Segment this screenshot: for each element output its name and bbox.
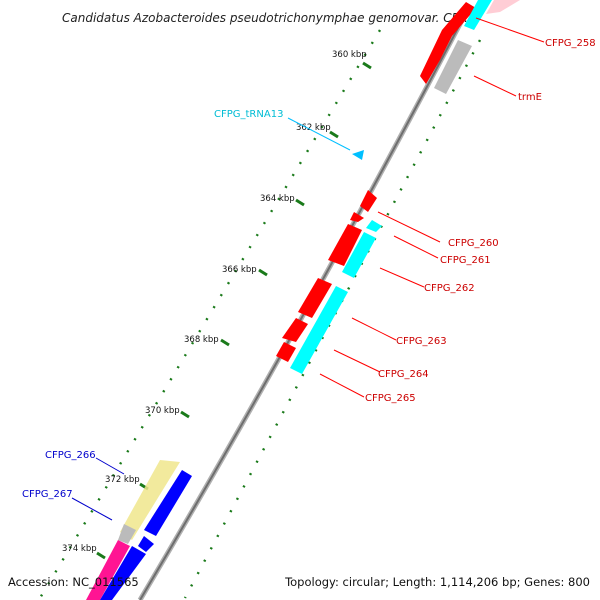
- tick-label-366: 366 kbp: [222, 265, 257, 275]
- label-trmE[interactable]: trmE: [518, 92, 542, 103]
- gene-cfpg261[interactable]: [350, 212, 364, 222]
- label-cfpg261[interactable]: CFPG_261: [440, 255, 491, 266]
- gene-cfpg261-cyan[interactable]: [366, 220, 382, 232]
- gene-cfpg263-cyan[interactable]: [290, 286, 348, 374]
- label-cfpg263[interactable]: CFPG_263: [396, 336, 447, 347]
- gene-cfpg260[interactable]: [360, 190, 377, 212]
- tick-label-370: 370 kbp: [145, 406, 180, 416]
- gene-cfpg262-red[interactable]: [328, 224, 362, 266]
- gene-red-c[interactable]: [276, 342, 296, 362]
- gene-blue-a[interactable]: [144, 470, 192, 536]
- genome-backbone-core: [139, 4, 471, 600]
- tick-label-374: 374 kbp: [62, 544, 97, 554]
- label-cfpg266[interactable]: CFPG_266: [45, 450, 96, 461]
- label-cfpg260[interactable]: CFPG_260: [448, 238, 499, 249]
- gene-blue-b[interactable]: [100, 546, 146, 600]
- genome-summary-text: Topology: circular; Length: 1,114,206 bp…: [284, 575, 590, 589]
- label-trna13[interactable]: CFPG_tRNA13: [214, 109, 283, 120]
- accession-text: Accession: NC_011565: [8, 575, 139, 589]
- label-cfpg262[interactable]: CFPG_262: [424, 283, 475, 294]
- gene-pink-top[interactable]: [486, 0, 520, 14]
- gene-red-a[interactable]: [298, 278, 332, 318]
- major-ticks: [96, 61, 372, 560]
- gene-red-b[interactable]: [282, 318, 308, 342]
- label-cfpg264[interactable]: CFPG_264: [378, 369, 429, 380]
- gene-cfpg266[interactable]: [120, 460, 180, 540]
- label-connectors: [71, 17, 545, 521]
- label-cfpg258[interactable]: CFPG_258: [545, 38, 596, 49]
- gene-trmE[interactable]: [434, 40, 472, 94]
- gene-cyan-top[interactable]: [464, 0, 492, 30]
- label-cfpg265[interactable]: CFPG_265: [365, 393, 416, 404]
- gene-cfpg258[interactable]: [420, 2, 476, 84]
- map-title: Candidatus Azobacteroides pseudotrichony…: [62, 11, 476, 25]
- tick-label-368: 368 kbp: [184, 335, 219, 345]
- tick-label-372: 372 kbp: [105, 475, 140, 485]
- gene-trna13[interactable]: [352, 150, 364, 160]
- gene-grey-bottom[interactable]: [118, 524, 136, 544]
- tick-label-364: 364 kbp: [260, 194, 295, 204]
- gene-cfpg262-cyan[interactable]: [342, 232, 376, 278]
- tick-label-362: 362 kbp: [296, 123, 331, 133]
- gene-magenta[interactable]: [86, 540, 130, 600]
- label-cfpg267[interactable]: CFPG_267: [22, 489, 73, 500]
- gene-cfpg267[interactable]: [138, 536, 154, 552]
- tick-label-360: 360 kbp: [332, 50, 367, 60]
